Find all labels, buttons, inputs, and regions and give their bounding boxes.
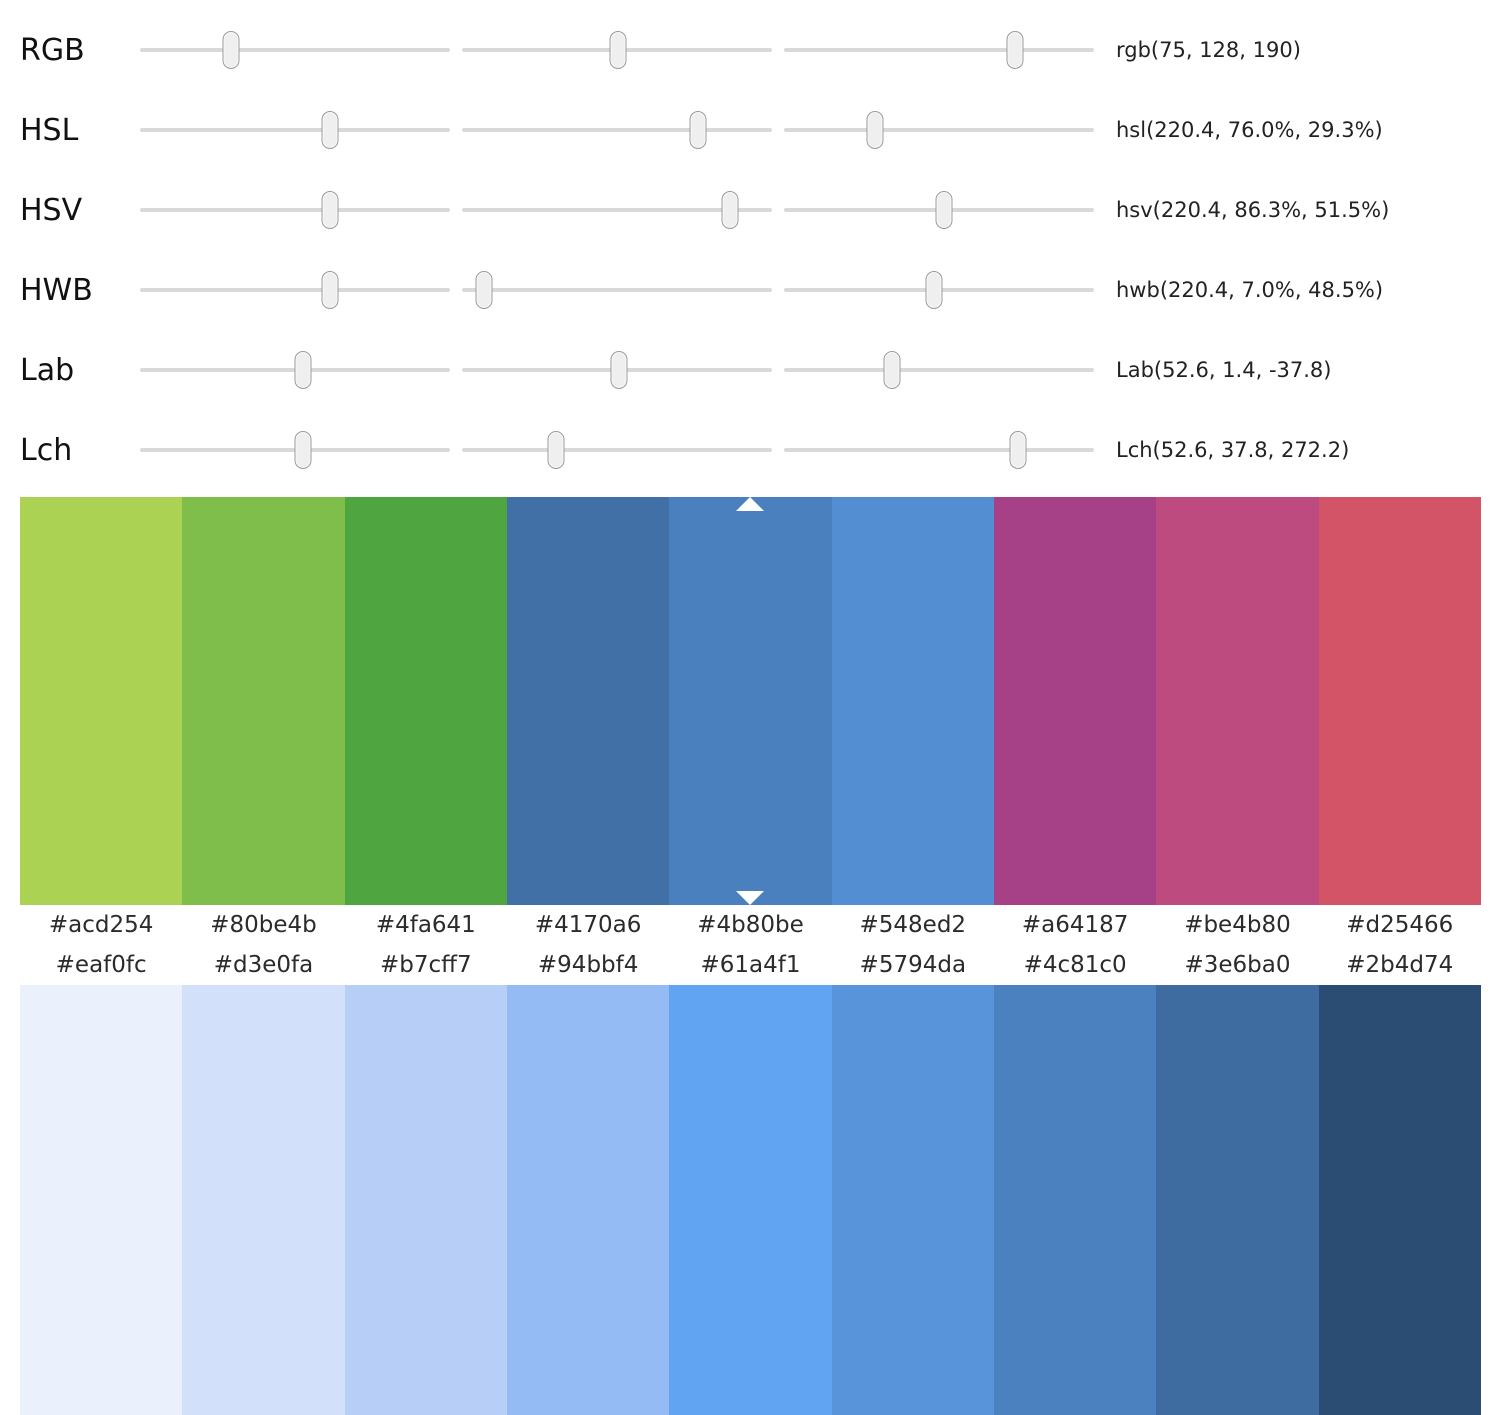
slider-row-lab: Lab Lab(52.6, 1.4, -37.8) [0, 330, 1501, 410]
lab-slider-track-1[interactable] [140, 351, 450, 389]
lch-value-text: Lch(52.6, 37.8, 272.2) [1116, 438, 1350, 462]
slider-panel: RGB rgb(75, 128, 190) HSL hsl(220.4, 76.… [0, 0, 1501, 490]
shade-swatch[interactable] [344, 985, 507, 1415]
harmony-palette [20, 497, 1481, 905]
colorspace-label-hsv: HSV [20, 192, 83, 228]
hex-label: #acd254 [48, 912, 154, 938]
rgb-slider-track-3[interactable] [784, 31, 1094, 69]
shade-swatch[interactable] [1318, 985, 1481, 1415]
colorspace-label-lch: Lch [20, 432, 73, 468]
hex-label: #4fa641 [375, 912, 476, 938]
slider-row-lch: Lch Lch(52.6, 37.8, 272.2) [0, 410, 1501, 490]
colorspace-label-hwb: HWB [20, 272, 93, 308]
hsv-slider-track-3[interactable] [784, 191, 1094, 229]
slider-thumb[interactable] [935, 191, 953, 229]
hsv-value-text: hsv(220.4, 86.3%, 51.5%) [1116, 198, 1390, 222]
shade-swatch[interactable] [1156, 985, 1319, 1415]
shade-swatch[interactable] [20, 985, 183, 1415]
harmony-hex-labels: #acd254 #80be4b #4fa641 #4170a6 #4b80be … [20, 905, 1481, 945]
lab-value-text: Lab(52.6, 1.4, -37.8) [1116, 358, 1332, 382]
hex-label: #4b80be [697, 912, 804, 938]
hwb-slider-track-3[interactable] [784, 271, 1094, 309]
shade-swatch[interactable] [506, 985, 670, 1415]
hsv-slider-track-2[interactable] [462, 191, 772, 229]
slider-row-rgb: RGB rgb(75, 128, 190) [0, 10, 1501, 90]
hwb-slider-track-1[interactable] [140, 271, 450, 309]
slider-thumb[interactable] [689, 111, 707, 149]
harmony-swatch[interactable] [182, 497, 345, 905]
slider-thumb[interactable] [321, 271, 339, 309]
slider-thumb[interactable] [547, 431, 565, 469]
slider-thumb[interactable] [1006, 31, 1024, 69]
rgb-slider-track-1[interactable] [140, 31, 450, 69]
hsl-slider-track-3[interactable] [784, 111, 1094, 149]
slider-thumb[interactable] [721, 191, 739, 229]
harmony-swatch[interactable] [1156, 497, 1319, 905]
lch-slider-track-3[interactable] [784, 431, 1094, 469]
slider-thumb[interactable] [866, 111, 884, 149]
harmony-swatch[interactable] [831, 497, 994, 905]
lch-slider-track-2[interactable] [462, 431, 772, 469]
hex-label: #61a4f1 [700, 952, 801, 978]
hwb-slider-track-2[interactable] [462, 271, 772, 309]
rgb-value-text: rgb(75, 128, 190) [1116, 38, 1301, 62]
harmony-swatch[interactable] [20, 497, 183, 905]
slider-thumb[interactable] [321, 191, 339, 229]
hex-label: #d3e0fa [213, 952, 314, 978]
slider-thumb[interactable] [475, 271, 493, 309]
lab-slider-track-3[interactable] [784, 351, 1094, 389]
slider-thumb[interactable] [294, 431, 312, 469]
hex-label: #94bbf4 [537, 952, 639, 978]
harmony-swatch[interactable] [344, 497, 507, 905]
slider-thumb[interactable] [321, 111, 339, 149]
hsl-slider-track-1[interactable] [140, 111, 450, 149]
hsl-slider-track-2[interactable] [462, 111, 772, 149]
slider-thumb[interactable] [925, 271, 943, 309]
slider-thumb[interactable] [610, 351, 628, 389]
hex-label: #5794da [859, 952, 967, 978]
shade-swatch[interactable] [669, 985, 832, 1415]
colorspace-label-rgb: RGB [20, 32, 85, 68]
slider-row-hsv: HSV hsv(220.4, 86.3%, 51.5%) [0, 170, 1501, 250]
hsl-value-text: hsl(220.4, 76.0%, 29.3%) [1116, 118, 1383, 142]
hex-label: #80be4b [210, 912, 317, 938]
colorspace-label-lab: Lab [20, 352, 75, 388]
hex-label: #eaf0fc [55, 952, 147, 978]
hex-label: #d25466 [1346, 912, 1454, 938]
hex-label: #548ed2 [859, 912, 967, 938]
slider-row-hwb: HWB hwb(220.4, 7.0%, 48.5%) [0, 250, 1501, 330]
shade-hex-labels: #eaf0fc #d3e0fa #b7cff7 #94bbf4 #61a4f1 … [20, 945, 1481, 985]
lab-slider-track-2[interactable] [462, 351, 772, 389]
hex-label: #3e6ba0 [1184, 952, 1291, 978]
harmony-swatch[interactable] [993, 497, 1157, 905]
slider-thumb[interactable] [609, 31, 627, 69]
shade-swatch[interactable] [993, 985, 1157, 1415]
hex-label: #b7cff7 [380, 952, 472, 978]
slider-thumb[interactable] [294, 351, 312, 389]
hex-label: #a64187 [1021, 912, 1129, 938]
slider-thumb[interactable] [222, 31, 240, 69]
slider-row-hsl: HSL hsl(220.4, 76.0%, 29.3%) [0, 90, 1501, 170]
hsv-slider-track-1[interactable] [140, 191, 450, 229]
slider-thumb[interactable] [883, 351, 901, 389]
slider-thumb[interactable] [1009, 431, 1027, 469]
hex-label: #2b4d74 [1346, 952, 1454, 978]
shade-swatch[interactable] [831, 985, 994, 1415]
colorspace-label-hsl: HSL [20, 112, 79, 148]
hex-label: #be4b80 [1184, 912, 1291, 938]
hwb-value-text: hwb(220.4, 7.0%, 48.5%) [1116, 278, 1384, 302]
hex-label: #4170a6 [534, 912, 642, 938]
rgb-slider-track-2[interactable] [462, 31, 772, 69]
harmony-swatch-selected[interactable] [669, 497, 832, 905]
hex-label: #4c81c0 [1023, 952, 1127, 978]
harmony-swatch[interactable] [506, 497, 670, 905]
harmony-swatch[interactable] [1318, 497, 1481, 905]
lch-slider-track-1[interactable] [140, 431, 450, 469]
shade-palette [20, 985, 1481, 1415]
shade-swatch[interactable] [182, 985, 345, 1415]
